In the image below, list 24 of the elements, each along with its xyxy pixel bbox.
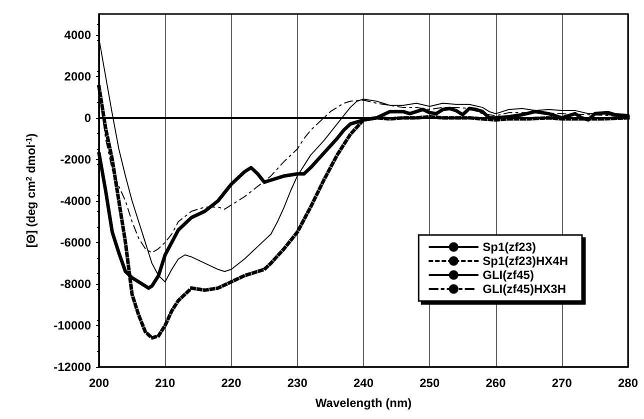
y-tick-label: -10000 xyxy=(54,318,92,332)
x-tick-label: 280 xyxy=(618,376,638,390)
y-tick-label: -12000 xyxy=(54,360,92,374)
legend-label: Sp1(zf23)HX4H xyxy=(482,254,568,268)
x-tick-label: 250 xyxy=(420,376,440,390)
legend-label: GLI(zf45)HX3H xyxy=(482,282,566,296)
legend-label: GLI(zf45) xyxy=(482,268,534,282)
x-axis-title: Wavelength (nm) xyxy=(315,396,412,410)
x-tick-label: 200 xyxy=(88,376,110,390)
y-axis-title: [Θ] (deg cm2 dmol-1) xyxy=(24,133,38,248)
x-tick-label: 260 xyxy=(486,376,506,390)
x-tick-label: 230 xyxy=(287,376,308,390)
y-tick-label: 2000 xyxy=(64,69,92,84)
y-tick-label: 4000 xyxy=(64,28,92,42)
y-tick-label: -4000 xyxy=(60,194,92,208)
x-tick-label: 270 xyxy=(552,376,572,390)
legend-label: Sp1(zf23) xyxy=(482,240,536,254)
y-tick-label: 0 xyxy=(84,110,92,125)
x-tick-label: 220 xyxy=(221,376,242,390)
y-tick-label: -2000 xyxy=(60,152,92,166)
x-tick-label: 210 xyxy=(155,376,176,390)
y-tick-label: -8000 xyxy=(60,276,92,291)
y-tick-label: -6000 xyxy=(60,235,92,250)
x-tick-label: 240 xyxy=(353,376,374,390)
